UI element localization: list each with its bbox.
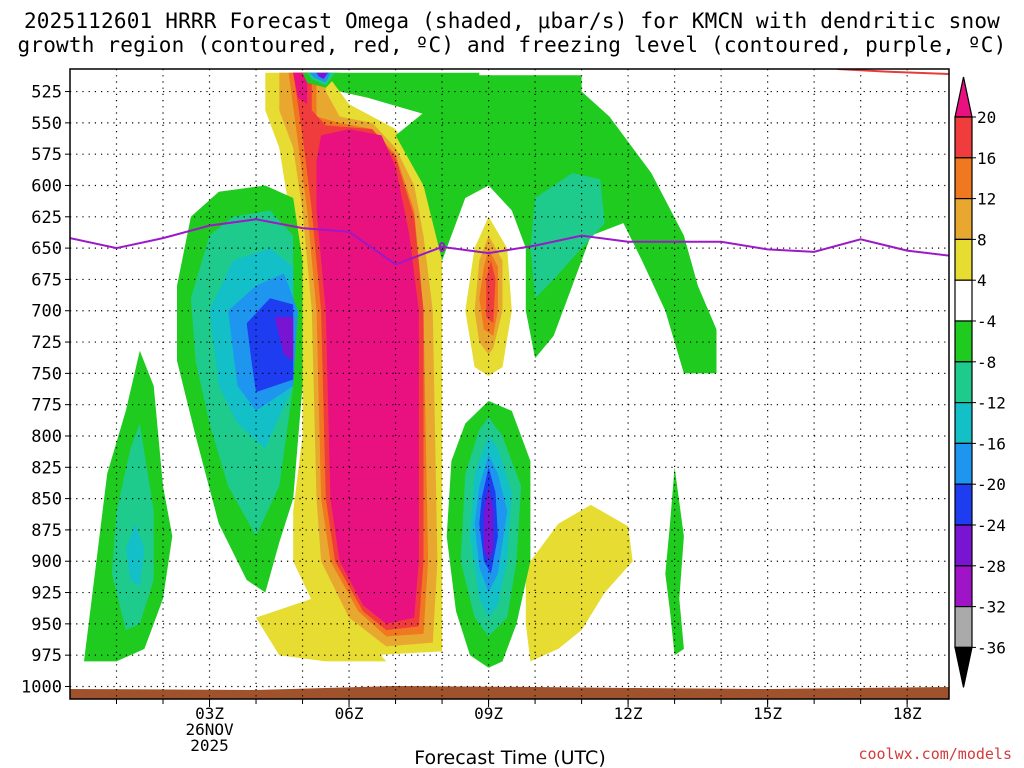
colorbar-label-2: 12	[977, 190, 996, 209]
colorbar-bin-10	[954, 483, 973, 526]
y-tick-label-14: 875	[31, 521, 62, 541]
colorbar-bottom-arrow	[954, 646, 973, 688]
colorbar-bin-1	[954, 116, 973, 159]
date-label-1: 2025	[190, 736, 229, 755]
y-tick-label-11: 800	[31, 427, 62, 447]
x-axis-label: Forecast Time (UTC)	[414, 747, 605, 768]
colorbar-bin-8	[954, 402, 973, 445]
y-tick-label-12: 825	[31, 458, 62, 478]
colorbar-label-6: -8	[977, 353, 996, 372]
colorbar: 20 16 12 8 4 -4 -8 -12 -16 -20 -24 -28 -32 -36	[954, 76, 1006, 688]
colorbar-bin-5	[954, 279, 973, 322]
dgz-line	[837, 69, 949, 75]
colorbar-label-9: -20	[977, 475, 1006, 494]
omega-region-20	[274, 317, 294, 361]
colorbar-label-1: 16	[977, 149, 996, 168]
y-tick-label-17: 950	[31, 615, 62, 635]
colorbar-label-7: -12	[977, 394, 1006, 413]
omega-region-30	[665, 467, 684, 656]
colorbar-label-13: -36	[977, 638, 1006, 657]
plot-frame	[69, 68, 950, 700]
colorbar-bin-2	[954, 157, 973, 200]
y-tick-label-1: 550	[31, 114, 62, 134]
omega-region-10	[525, 504, 633, 662]
colorbar-label-0: 20	[977, 108, 996, 127]
colorbar-top-arrow	[954, 76, 973, 118]
x-tick-label-2: 09Z	[474, 704, 503, 723]
omega-region-5	[293, 72, 308, 105]
x-tick-label-0: 03Z	[195, 704, 224, 723]
colorbar-bin-9	[954, 442, 973, 485]
shaded-omega-layer: 0	[70, 69, 949, 699]
freezing-level-line	[70, 218, 949, 266]
omega-region-22	[111, 423, 154, 631]
y-tick-label-6: 675	[31, 270, 62, 290]
y-tick-label-7: 700	[31, 302, 62, 322]
colorbar-bin-6	[954, 320, 973, 363]
y-tick-label-15: 900	[31, 552, 62, 572]
colorbar-label-10: -24	[977, 516, 1006, 535]
date-label-0: 26NOV	[185, 720, 234, 739]
y-tick-label-0: 525	[31, 83, 62, 103]
y-tick-label-8: 725	[31, 333, 62, 353]
y-tick-label-3: 600	[31, 176, 62, 196]
y-tick-label-16: 925	[31, 584, 62, 604]
colorbar-label-5: -4	[977, 312, 996, 331]
y-tick-label-19: 1000	[21, 677, 62, 697]
colorbar-label-12: -32	[977, 598, 1006, 617]
y-tick-label-5: 650	[31, 239, 62, 259]
chart-title-line2: growth region (contoured, red, ºC) and f…	[17, 33, 1007, 57]
x-tick-label-5: 18Z	[893, 704, 922, 723]
y-tick-label-9: 750	[31, 364, 62, 384]
y-tick-label-18: 975	[31, 646, 62, 666]
x-tick-label-1: 06Z	[335, 704, 364, 723]
omega-region-23	[125, 523, 145, 587]
colorbar-bin-7	[954, 361, 973, 404]
colorbar-bin-4	[954, 238, 973, 281]
colorbar-label-11: -28	[977, 557, 1006, 576]
x-tick-label-4: 15Z	[753, 704, 782, 723]
omega-region-4	[316, 129, 419, 624]
terrain-strip	[70, 686, 949, 699]
colorbar-bin-12	[954, 565, 973, 608]
colorbar-bin-3	[954, 198, 973, 241]
y-tick-label-10: 775	[31, 396, 62, 416]
omega-region-9	[486, 260, 496, 324]
x-tick-label-3: 12Z	[614, 704, 643, 723]
colorbar-bin-11	[954, 524, 973, 567]
y-tick-label-2: 575	[31, 145, 62, 165]
colorbar-label-3: 8	[977, 230, 987, 249]
omega-region-11	[256, 598, 387, 662]
credit-link[interactable]: coolwx.com/models	[858, 745, 1012, 763]
y-tick-label-4: 625	[31, 208, 62, 228]
omega-region-34	[316, 72, 329, 79]
chart-title-line1: 2025112601 HRRR Forecast Omega (shaded, …	[23, 9, 1001, 33]
colorbar-label-8: -16	[977, 434, 1006, 453]
colorbar-label-4: 4	[977, 271, 987, 290]
omega-region-29	[483, 486, 494, 562]
colorbar-bin-13	[954, 605, 973, 648]
omega-region-14	[530, 173, 605, 299]
freezing-level-label: 0	[438, 241, 446, 256]
y-tick-label-13: 850	[31, 490, 62, 510]
